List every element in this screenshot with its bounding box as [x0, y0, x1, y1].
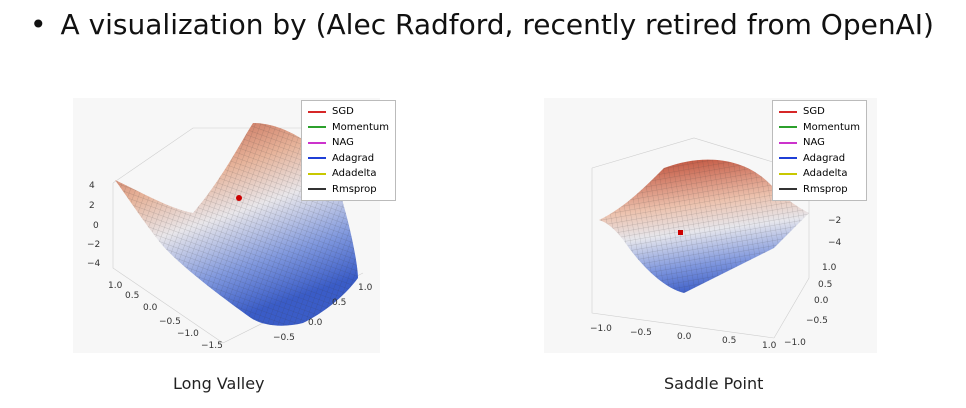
z-tick: −4 — [87, 259, 101, 269]
legend-swatch — [779, 172, 797, 175]
x-tick: 1.0 — [358, 283, 373, 293]
legend-right: SGD Momentum NAG Adagrad Adadelta Rmspro… — [772, 100, 867, 201]
z-tick: 0 — [93, 221, 99, 231]
saddle-point-plot: −2 −4 −1.0 −0.5 0.0 0.5 1.0 1.0 0.5 0.0 … — [544, 98, 877, 353]
legend-item-momentum: Momentum — [308, 120, 389, 136]
legend-swatch — [779, 188, 797, 191]
legend-swatch — [308, 157, 326, 160]
legend-swatch — [308, 110, 326, 113]
legend-label: Adadelta — [332, 168, 377, 179]
legend-item-adagrad: Adagrad — [779, 151, 860, 167]
legend-item-sgd: SGD — [779, 104, 860, 120]
x-tick: 1.0 — [762, 341, 777, 351]
legend-label: Adadelta — [803, 168, 848, 179]
legend-label: Momentum — [332, 121, 389, 133]
slide-title: • A visualization by (Alec Radford, recen… — [30, 8, 934, 41]
x-tick: −0.5 — [273, 333, 295, 343]
caption-saddle-point: Saddle Point — [664, 374, 764, 393]
legend-swatch — [779, 141, 797, 144]
legend-label: Momentum — [803, 121, 860, 133]
title-text: A visualization by (Alec Radford, recent… — [60, 8, 934, 41]
x-tick: 0.0 — [677, 332, 692, 342]
optimizer-start-marker — [678, 230, 683, 235]
y-tick: −1.0 — [784, 338, 806, 348]
legend-swatch — [779, 157, 797, 160]
axes-frame — [591, 137, 810, 339]
legend-swatch — [308, 126, 326, 129]
x-tick: 0.0 — [308, 318, 323, 328]
y-tick: 1.0 — [822, 263, 837, 273]
legend-swatch — [779, 110, 797, 113]
legend-label: Rmsprop — [332, 183, 377, 195]
legend-item-adagrad: Adagrad — [308, 151, 389, 167]
x-tick: −1.0 — [590, 324, 612, 334]
z-tick: −2 — [87, 240, 100, 250]
y-tick: −0.5 — [806, 316, 828, 326]
legend-label: SGD — [803, 106, 825, 117]
optimizer-start-marker — [236, 195, 242, 201]
z-tick: −4 — [828, 238, 842, 248]
x-tick: −0.5 — [630, 328, 652, 338]
saddle-point-surface: −2 −4 −1.0 −0.5 0.0 0.5 1.0 1.0 0.5 0.0 … — [590, 137, 842, 351]
z-tick: −2 — [828, 216, 841, 226]
legend-swatch — [308, 188, 326, 191]
y-tick: 0.0 — [814, 296, 829, 306]
z-tick: 2 — [89, 201, 95, 211]
legend-label: NAG — [332, 137, 354, 148]
legend-label: Rmsprop — [803, 183, 848, 195]
y-tick: 0.5 — [818, 280, 832, 290]
y-tick: 0.0 — [143, 303, 158, 313]
y-tick: −1.0 — [177, 329, 199, 339]
legend-item-adadelta: Adadelta — [779, 166, 860, 182]
legend-item-sgd: SGD — [308, 104, 389, 120]
legend-left: SGD Momentum NAG Adagrad Adadelta Rmspro… — [301, 100, 396, 201]
legend-item-momentum: Momentum — [779, 120, 860, 136]
legend-label: Adagrad — [803, 152, 846, 164]
legend-item-rmsprop: Rmsprop — [308, 182, 389, 198]
legend-swatch — [779, 126, 797, 129]
x-tick: 0.5 — [332, 298, 346, 308]
legend-label: NAG — [803, 137, 825, 148]
y-tick: −0.5 — [159, 317, 181, 327]
legend-swatch — [308, 141, 326, 144]
legend-item-nag: NAG — [308, 135, 389, 151]
x-tick: 0.5 — [722, 336, 736, 346]
legend-label: Adagrad — [332, 152, 375, 164]
legend-item-nag: NAG — [779, 135, 860, 151]
legend-item-rmsprop: Rmsprop — [779, 182, 860, 198]
caption-long-valley: Long Valley — [173, 374, 265, 393]
legend-item-adadelta: Adadelta — [308, 166, 389, 182]
y-tick: −1.5 — [201, 341, 223, 351]
z-tick: 4 — [89, 181, 95, 191]
y-tick: 0.5 — [125, 291, 139, 301]
legend-label: SGD — [332, 106, 354, 117]
long-valley-surface: 4 2 0 −2 −4 1.0 0.5 0.0 −0.5 −1.0 −1.5 1… — [87, 123, 373, 351]
y-tick: 1.0 — [108, 281, 123, 291]
legend-swatch — [308, 172, 326, 175]
bullet: • — [30, 8, 47, 41]
